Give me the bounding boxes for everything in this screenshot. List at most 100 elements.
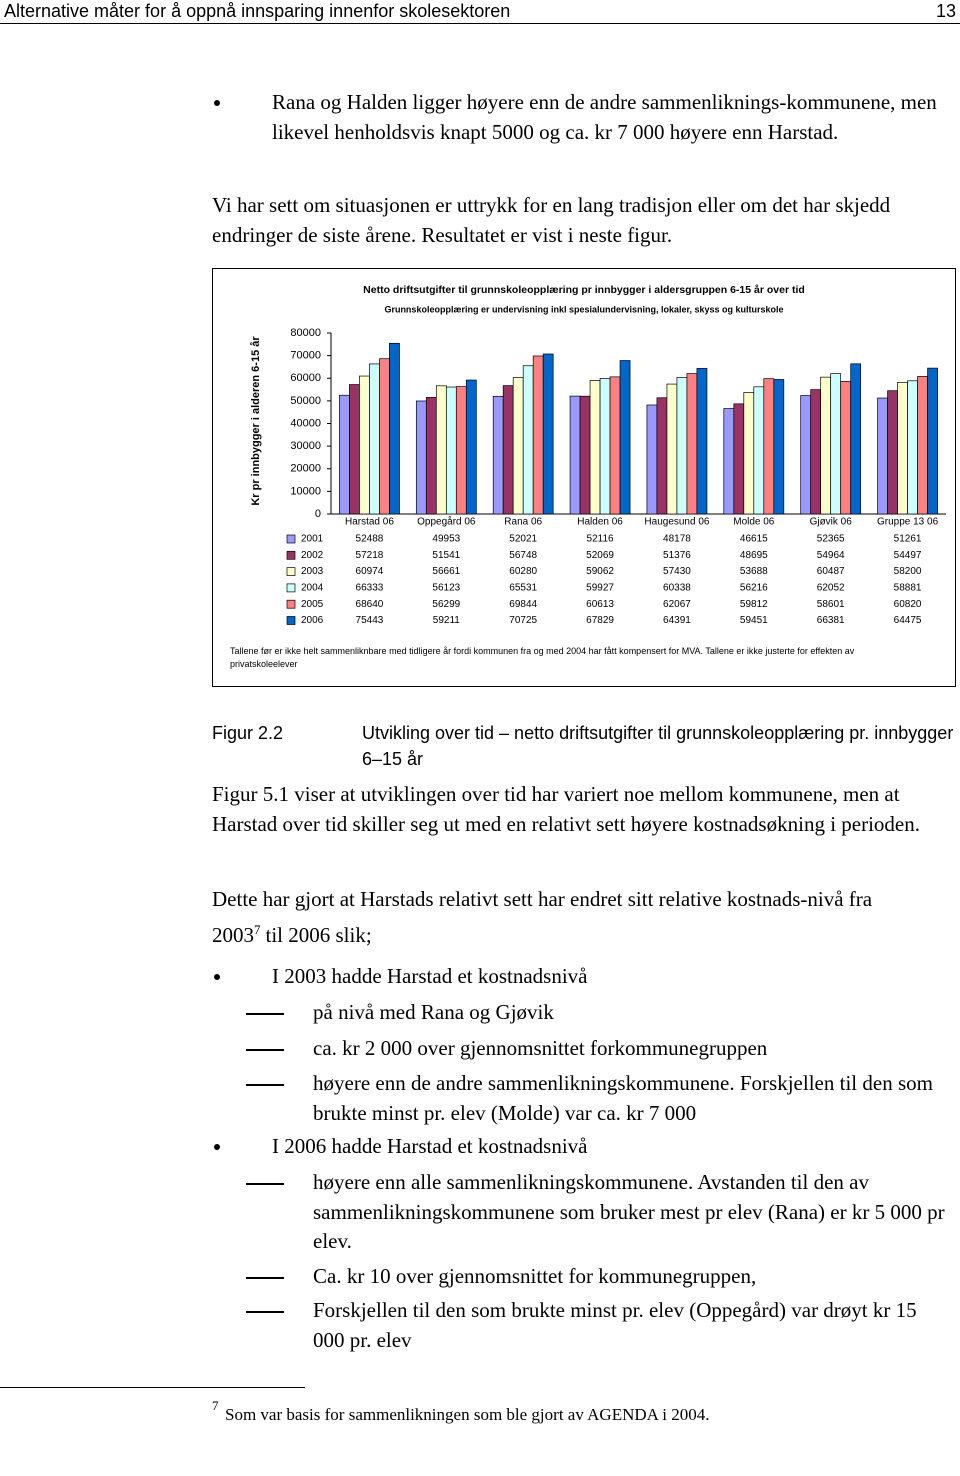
bar <box>445 386 457 515</box>
table-value: 54497 <box>894 550 922 561</box>
table-value: 52116 <box>587 534 615 545</box>
bar <box>763 378 775 515</box>
table-value: 62067 <box>663 599 691 610</box>
table-value: 62052 <box>817 583 845 594</box>
bar <box>927 367 938 515</box>
chart-note: Tallene før er ikke helt sammenliknbare … <box>230 646 855 669</box>
legend-swatch <box>286 567 296 576</box>
table-value: 56123 <box>432 583 460 594</box>
legend-swatch <box>286 616 296 625</box>
sub-item: høyere enn alle sammenlikningskommunene.… <box>313 1170 945 1253</box>
table-value: 59812 <box>740 599 768 610</box>
bar <box>425 397 437 515</box>
bar <box>753 386 765 515</box>
bar <box>800 395 812 515</box>
legend-swatch <box>286 599 296 609</box>
bar <box>743 392 755 515</box>
table-value: 60974 <box>356 566 384 577</box>
legend-label: 2004 <box>301 583 324 594</box>
bullet <box>214 974 220 980</box>
bar <box>455 386 467 515</box>
table-value: 66333 <box>356 583 384 594</box>
bar <box>897 381 908 515</box>
y-tick-label: 10000 <box>290 485 321 497</box>
chart: Netto driftsutgifter til grunnskoleopplæ… <box>250 284 946 626</box>
bar <box>696 367 708 515</box>
bar <box>599 378 611 515</box>
table-value: 57218 <box>356 550 384 561</box>
bar <box>542 353 554 515</box>
bar <box>887 390 898 515</box>
table-value: 60280 <box>509 566 537 577</box>
paragraph: Dette har gjort at Harstads relativt set… <box>212 885 942 950</box>
footnote-rule <box>0 1387 305 1388</box>
dash <box>246 1013 284 1015</box>
table-value: 52488 <box>356 534 384 545</box>
bar <box>656 397 668 515</box>
bar <box>820 376 832 515</box>
table-value: 68640 <box>356 599 384 610</box>
table-value: 48178 <box>663 534 691 545</box>
bar <box>435 385 447 515</box>
footnote-text: Som var basis for sammenlikningen som bl… <box>225 1405 710 1424</box>
x-tick-label: Rana 06 <box>504 517 542 528</box>
bar <box>850 363 862 515</box>
table-value: 59062 <box>586 566 614 577</box>
table-value: 60820 <box>894 599 922 610</box>
bullet <box>214 1144 220 1150</box>
table-value: 60338 <box>663 583 691 594</box>
table-value: 64475 <box>894 615 922 626</box>
table-value: 66381 <box>817 615 845 626</box>
x-tick-label: Haugesund 06 <box>644 517 709 528</box>
table-value: 52069 <box>586 550 614 561</box>
table-value: 60487 <box>817 566 845 577</box>
table-value: 70725 <box>509 615 537 626</box>
bar <box>359 375 370 515</box>
table-value: 53688 <box>740 566 768 577</box>
table-value: 57430 <box>663 566 691 577</box>
paragraph-text: Dette har gjort at Harstads relativt set… <box>212 887 873 947</box>
bar <box>532 355 544 515</box>
legend-label: 2006 <box>301 615 324 626</box>
dash <box>246 1084 284 1086</box>
bar <box>492 395 504 515</box>
footnote-number: 7 <box>212 1398 219 1413</box>
x-tick-label: Halden 06 <box>577 517 623 528</box>
legend-label: 2005 <box>301 599 324 610</box>
bar <box>369 363 380 515</box>
table-value: 52021 <box>509 534 537 545</box>
caption-label: Figur 2.2 <box>212 723 284 743</box>
y-tick-label: 20000 <box>290 463 321 475</box>
bar <box>512 377 524 515</box>
table-value: 56216 <box>740 583 768 594</box>
table-value: 54964 <box>817 550 845 561</box>
footnote-ref: 7 <box>254 921 261 937</box>
bar <box>666 383 678 515</box>
bar <box>840 381 852 515</box>
x-tick-label: Gruppe 13 06 <box>877 517 939 528</box>
sub-item: på nivå med Rana og Gjøvik <box>313 1000 554 1024</box>
bar <box>723 408 735 515</box>
bar <box>686 373 698 515</box>
bar <box>502 385 514 515</box>
y-tick-label: 40000 <box>290 417 321 429</box>
list-item: I 2006 hadde Harstad et kostnadsnivå <box>272 1134 588 1158</box>
table-value: 59211 <box>433 615 461 626</box>
table-value: 49953 <box>432 534 460 545</box>
table-value: 52365 <box>817 534 845 545</box>
list-item: I 2003 hadde Harstad et kostnadsnivå <box>272 964 588 988</box>
bar <box>619 360 631 515</box>
chart-subtitle: Grunnskoleopplæring er undervisning inkl… <box>384 304 783 314</box>
chart-frame: Netto driftsutgifter til grunnskoleopplæ… <box>212 268 956 687</box>
caption-text: Utvikling over tid – netto driftsutgifte… <box>362 723 954 769</box>
y-tick-label: 0 <box>315 508 321 520</box>
bar <box>676 377 688 515</box>
bar <box>646 404 658 515</box>
bar <box>917 376 928 515</box>
bar <box>877 397 888 515</box>
table-value: 69844 <box>509 599 537 610</box>
table-value: 58601 <box>817 599 845 610</box>
x-tick-label: Gjøvik 06 <box>810 517 853 528</box>
